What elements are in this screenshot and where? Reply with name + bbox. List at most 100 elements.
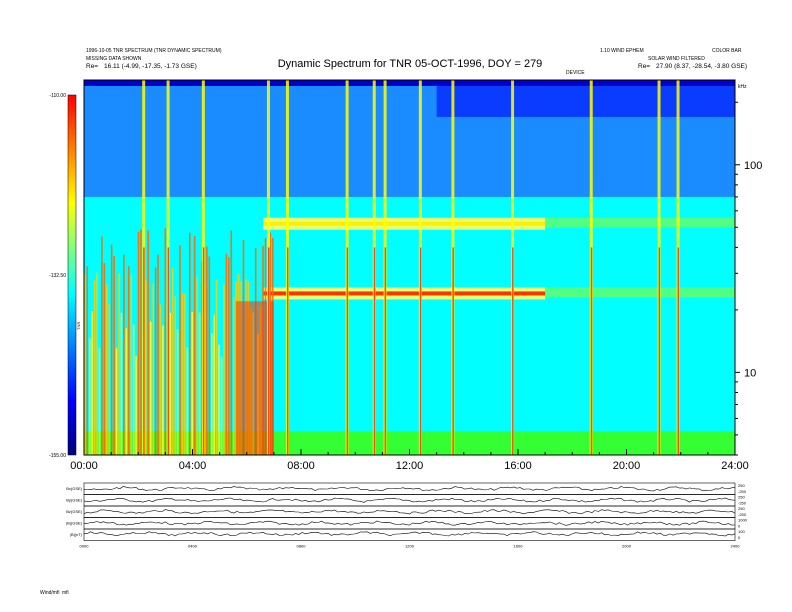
colorbar-gradient xyxy=(67,94,77,456)
activity-column xyxy=(84,274,86,455)
activity-column xyxy=(93,280,96,455)
activity-column xyxy=(220,356,223,455)
activity-column xyxy=(193,236,196,455)
burst-core-8 xyxy=(419,247,422,455)
panel-right-tick: 0 xyxy=(738,524,741,529)
frequency-unit-label: kHz xyxy=(738,84,747,90)
header-left-line2: MISSING DATA SHOWN xyxy=(86,56,142,62)
activity-column xyxy=(98,347,101,455)
top-edge-band xyxy=(84,80,735,86)
panel-trace xyxy=(83,486,736,492)
panel-label: |B|(GSE) xyxy=(66,521,83,526)
burst-core-13 xyxy=(677,247,680,455)
activity-column xyxy=(88,338,91,455)
activity-column xyxy=(127,266,130,455)
activity-column xyxy=(230,230,233,455)
activity-column xyxy=(108,303,111,455)
activity-column xyxy=(152,283,154,455)
activity-column xyxy=(113,256,115,455)
activity-column xyxy=(147,230,150,455)
panel-label: |B|(nT) xyxy=(70,532,83,537)
x-tick-label: 08:00 xyxy=(287,460,315,472)
panel-right-tick: -250 xyxy=(738,501,747,506)
x-tick-label: 24:00 xyxy=(721,460,749,472)
panel-right-tick: -250 xyxy=(738,512,747,517)
panel-label: By(GSE) xyxy=(66,498,82,503)
burst-core-9 xyxy=(452,247,454,455)
activity-column xyxy=(115,348,118,455)
activity-column xyxy=(169,313,172,455)
activity-column xyxy=(181,293,184,455)
activity-column xyxy=(125,328,128,455)
activity-column xyxy=(208,256,211,455)
activity-column xyxy=(145,280,147,455)
panel-label: Bz(GSE) xyxy=(66,509,82,514)
panel-time-label: 0000 xyxy=(80,544,90,549)
high-frequency-dark-region xyxy=(436,80,735,117)
header-device-label: DEVICE xyxy=(566,70,585,76)
header-right-line1: 1.10 WIND EPHEM xyxy=(600,48,644,54)
panel-trace xyxy=(83,509,736,515)
colorbar: -110.00 -132.50 -155.00 TNR xyxy=(49,93,81,459)
panel-right-tick: -250 xyxy=(738,489,747,494)
activity-column xyxy=(174,296,176,455)
footer-label: Wind/mfi xyxy=(40,590,60,596)
activity-column xyxy=(140,229,142,455)
activity-column xyxy=(213,314,216,455)
panel-frame xyxy=(83,528,736,541)
activity-column xyxy=(188,232,191,455)
activity-column xyxy=(184,293,186,455)
activity-column xyxy=(101,236,103,455)
panel-frame xyxy=(83,505,736,518)
burst-core-4 xyxy=(286,247,289,455)
burst-core-11 xyxy=(590,247,593,455)
panel-trace xyxy=(83,531,736,537)
activity-column xyxy=(105,284,108,455)
header-right-line1b: COLOR BAR xyxy=(712,48,742,54)
axes: 00:00 04:00 08:00 12:00 16:00 20:00 24:00 100 10 xyxy=(70,79,762,472)
header-left-line1: 1996-10-05 TNR SPECTRUM (TNR DYNAMIC SPE… xyxy=(86,48,222,54)
y-tick-label: 100 xyxy=(744,160,762,172)
emission-line-core-0 xyxy=(263,221,546,226)
burst-core-5 xyxy=(346,247,349,455)
activity-column xyxy=(86,266,89,455)
emission-line-tail-1 xyxy=(545,287,735,298)
activity-column xyxy=(91,310,93,455)
x-tick-label: 00:00 xyxy=(70,460,98,472)
activity-column xyxy=(191,311,194,455)
panel-trace xyxy=(83,497,736,503)
emission-line-core-1 xyxy=(263,291,546,296)
header-right-re-value: 27.90 (8.37, -28.54, -3.80 GSE) xyxy=(656,63,748,70)
activity-column xyxy=(206,246,208,455)
colorbar-tick-label: -132.50 xyxy=(49,273,66,279)
activity-column xyxy=(228,257,230,455)
activity-column xyxy=(186,347,189,455)
burst-core-10 xyxy=(512,247,514,455)
panel-time-label: 1200 xyxy=(405,544,415,549)
activity-column xyxy=(210,333,213,455)
activity-column xyxy=(196,276,198,455)
activity-column xyxy=(132,324,135,455)
activity-column xyxy=(135,355,137,455)
activity-column xyxy=(110,244,113,455)
emission-line-tail-0 xyxy=(545,217,735,228)
x-tick-label: 12:00 xyxy=(396,460,424,472)
burst-core-12 xyxy=(658,247,661,455)
activity-column xyxy=(198,312,201,455)
dynamic-spectrum-plot xyxy=(84,80,735,455)
x-tick-label: 04:00 xyxy=(179,460,207,472)
panel-right-tick: 250 xyxy=(738,506,745,511)
activity-column xyxy=(164,228,167,455)
activity-column xyxy=(103,263,106,455)
activity-column xyxy=(157,254,159,455)
burst-core-7 xyxy=(384,247,387,455)
panel-right-tick: 250 xyxy=(738,495,745,500)
panel-right-tick: 0 xyxy=(738,535,741,540)
colorbar-tick-label: -110.00 xyxy=(49,93,66,99)
panel-time-label: 0800 xyxy=(297,544,307,549)
activity-column xyxy=(171,267,174,455)
y-tick-label: 10 xyxy=(744,367,756,379)
burst-core-1 xyxy=(167,247,170,455)
panel-time-label: 2400 xyxy=(731,544,741,549)
activity-column xyxy=(176,329,179,455)
